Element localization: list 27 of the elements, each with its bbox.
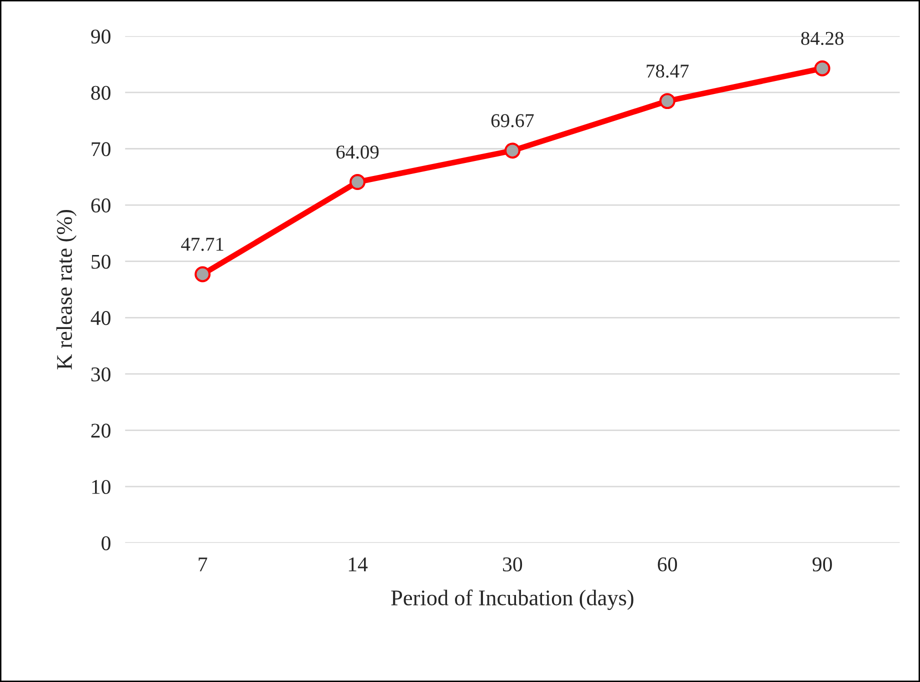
y-tick-label: 30 — [91, 367, 110, 382]
y-tick-label: 20 — [91, 424, 110, 438]
data-label: 47.71 — [181, 238, 224, 251]
data-label: 78.47 — [646, 64, 689, 78]
y-axis-title: K release rate (%) — [56, 210, 77, 370]
y-tick-label: 90 — [91, 30, 110, 44]
point — [504, 142, 520, 159]
y-tick-label: 40 — [90, 311, 110, 326]
point — [659, 93, 676, 110]
y-tick-label: 80 — [91, 86, 110, 100]
y-tick-label: 0 — [102, 536, 110, 550]
x-tick-label: 30 — [503, 557, 522, 572]
point — [194, 266, 211, 282]
data-label: 64.09 — [336, 146, 379, 159]
y-tick-label: 60 — [91, 198, 110, 212]
y-tick-label: 10 — [92, 480, 110, 494]
x-tick-label: 7 — [198, 558, 208, 572]
y-tick-label: 70 — [92, 142, 110, 156]
point — [350, 174, 366, 190]
data-label: 69.67 — [491, 114, 534, 128]
point — [814, 60, 830, 76]
x-tick-label: 14 — [348, 557, 368, 572]
x-tick-label: 60 — [658, 557, 677, 572]
x-axis-title: Period of Incubation (days) — [391, 590, 634, 610]
y-tick-label: 50 — [92, 254, 110, 269]
x-tick-label: 90 — [812, 557, 832, 572]
data-label: 84.28 — [801, 32, 844, 46]
